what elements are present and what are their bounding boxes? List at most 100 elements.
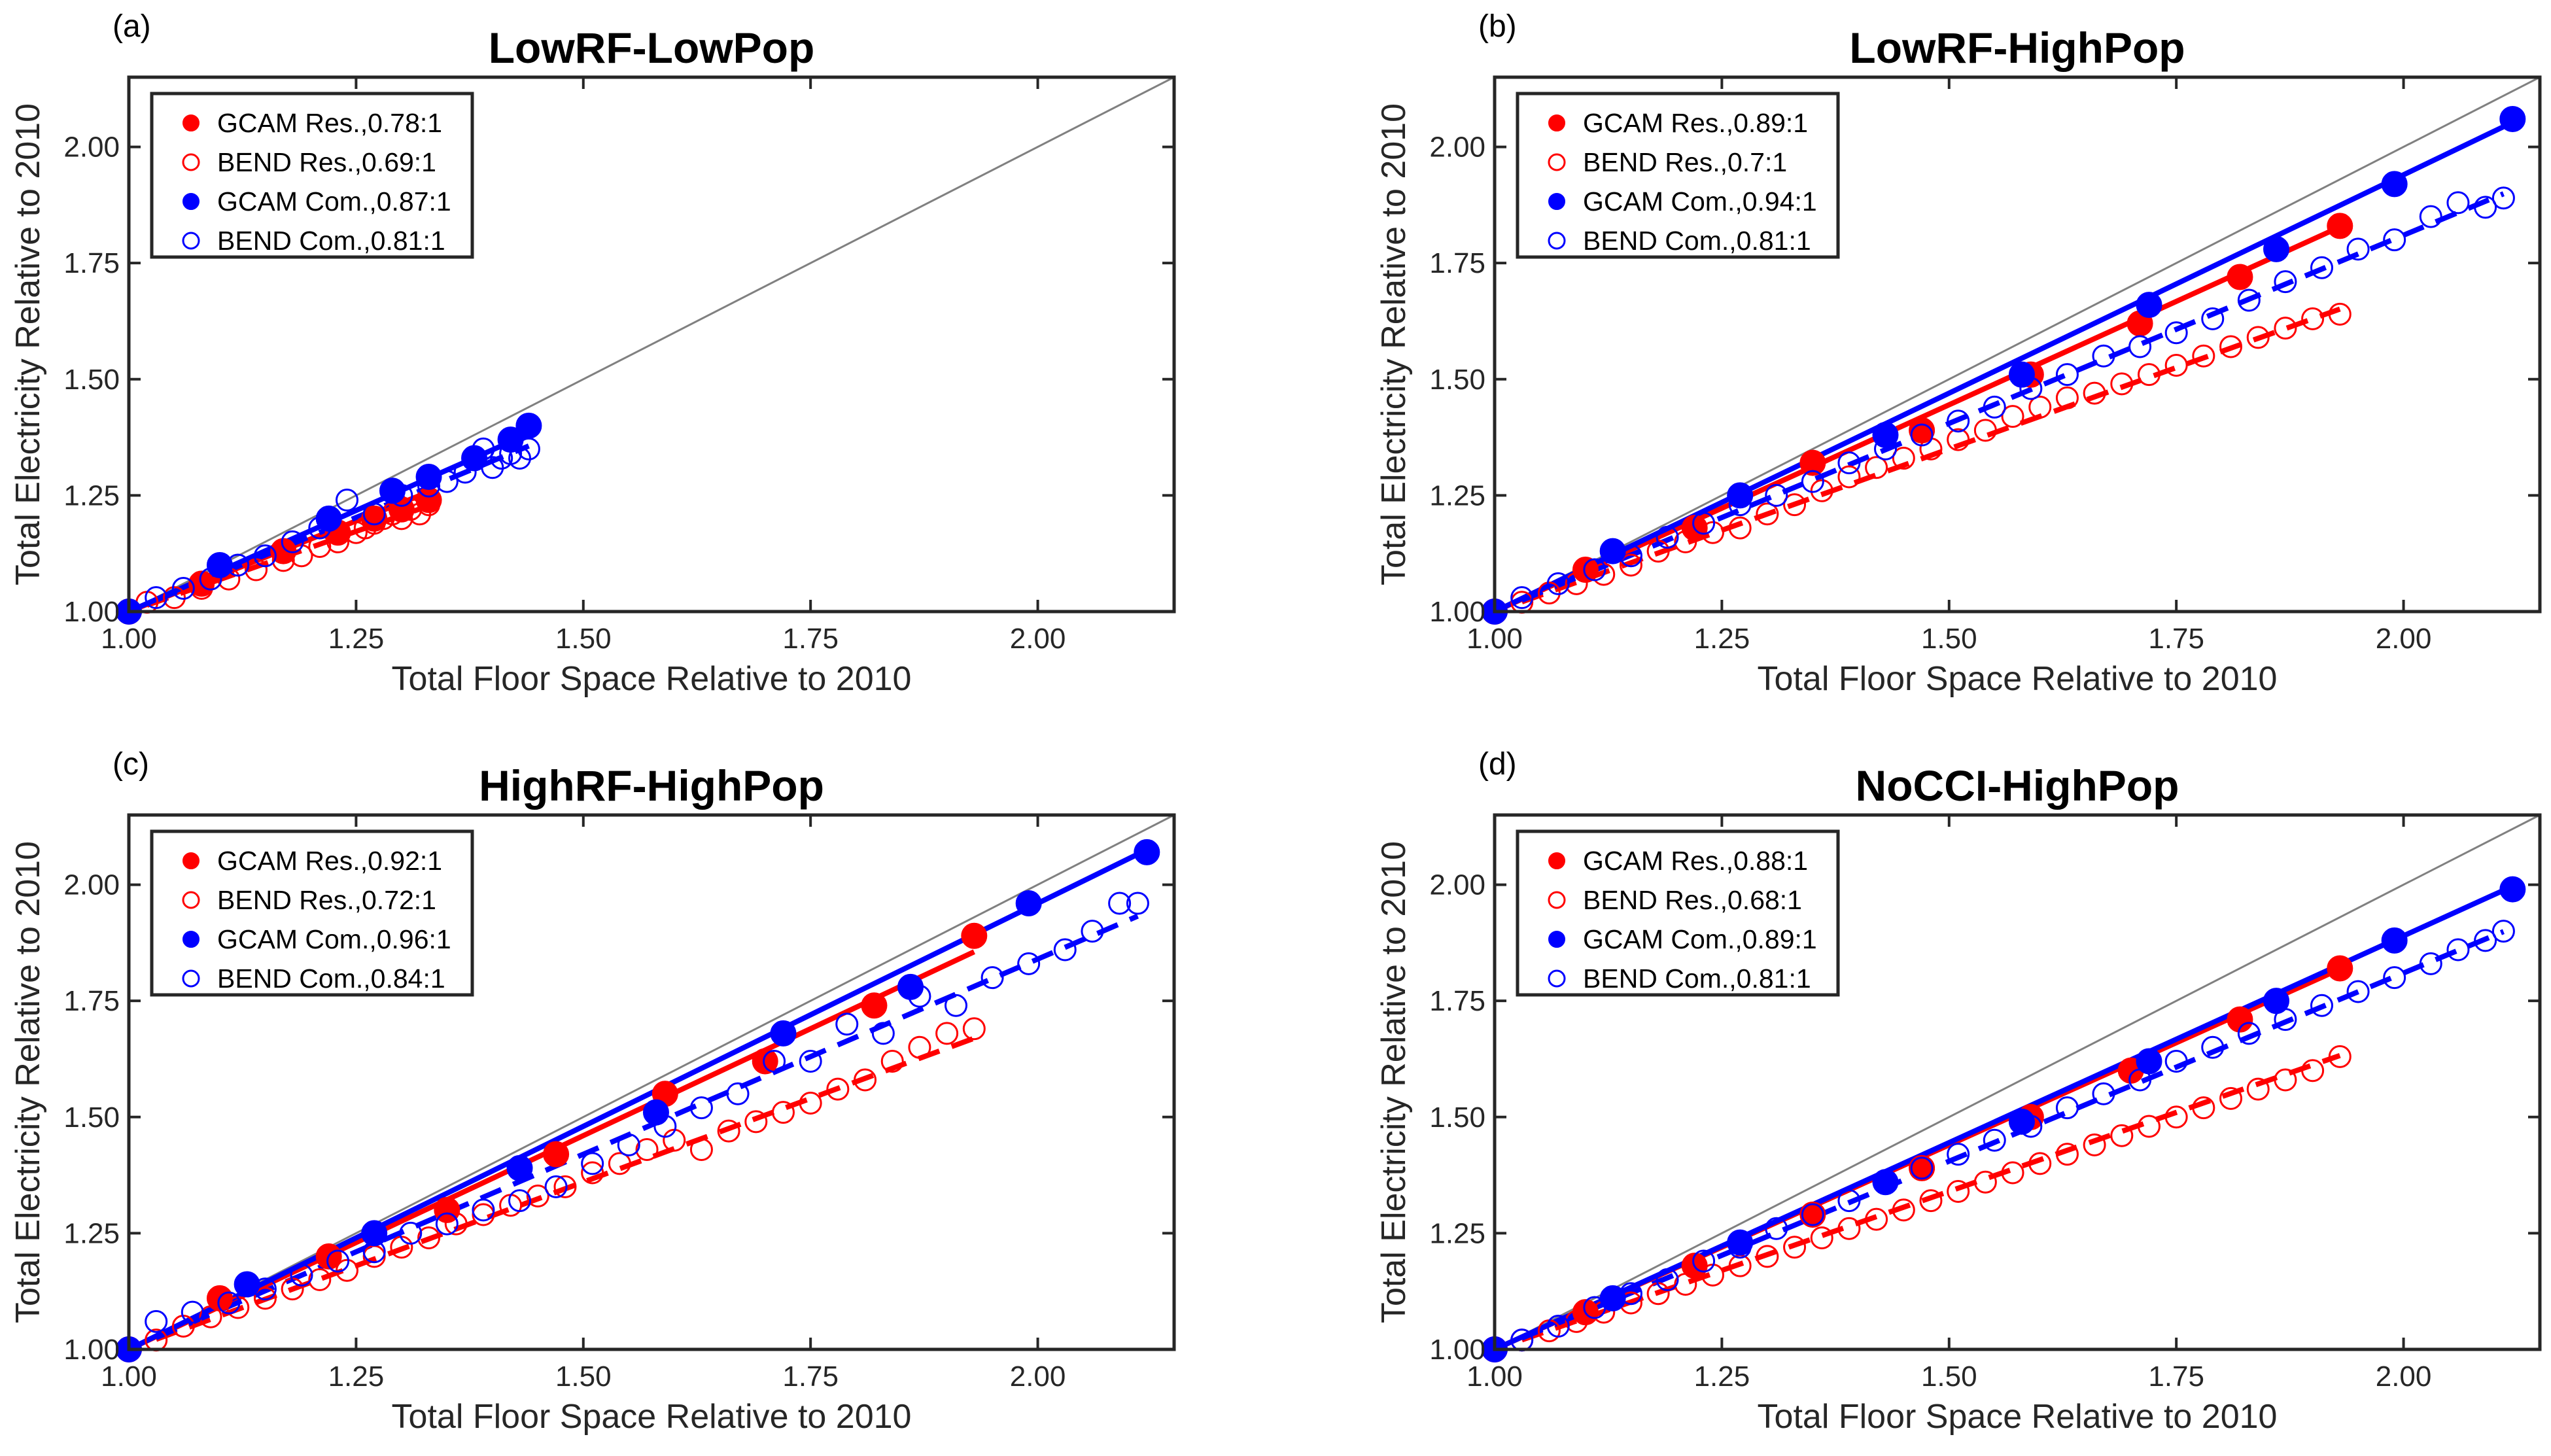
data-point — [642, 1099, 669, 1126]
data-point — [1801, 470, 1824, 493]
legend-marker-2 — [182, 931, 200, 948]
data-point — [553, 1175, 577, 1198]
data-point — [2328, 302, 2351, 326]
axes-box — [1493, 813, 2542, 1351]
x-tick-label: 1.50 — [555, 1361, 612, 1393]
data-point — [2128, 335, 2152, 358]
data-point — [2001, 405, 2024, 428]
x-tick-label: 1.50 — [1921, 1361, 1977, 1393]
data-point — [1919, 1189, 1943, 1213]
data-point — [799, 1091, 822, 1115]
data-point — [2474, 196, 2497, 219]
data-point — [390, 507, 413, 530]
one-to-one-line — [1494, 76, 2541, 613]
data-point — [1565, 572, 1588, 595]
data-point — [417, 474, 441, 498]
panel-label: (d) — [1478, 747, 1517, 782]
data-point — [444, 1212, 468, 1236]
fit-line-series-1 — [1521, 1052, 2341, 1343]
legend-entry-0: GCAM Res.,0.92:1 — [217, 846, 442, 876]
y-tick-label: 1.25 — [63, 479, 120, 511]
one-to-one-line — [1494, 814, 2541, 1351]
data-point — [2019, 377, 2043, 400]
data-point — [1656, 525, 1679, 549]
data-point — [2327, 955, 2353, 982]
data-point — [2419, 952, 2442, 975]
data-point — [543, 1141, 570, 1168]
data-point — [1947, 1179, 1970, 1203]
data-point — [2446, 938, 2470, 962]
data-point — [1837, 1189, 1861, 1213]
data-point — [2246, 326, 2270, 349]
data-point — [826, 1077, 850, 1101]
data-point — [1126, 892, 1149, 915]
legend-entry-2: GCAM Com.,0.87:1 — [217, 186, 451, 217]
data-point — [281, 530, 304, 553]
legend-box — [150, 829, 474, 997]
x-tick-label: 1.25 — [1694, 623, 1750, 655]
data-point — [2137, 363, 2161, 387]
data-point — [2001, 1161, 2024, 1185]
x-tick-label: 1.75 — [782, 623, 839, 655]
data-point — [2083, 1133, 2106, 1156]
data-point — [1874, 437, 1898, 460]
y-axis-label: Total Electricity Relative to 2010 — [9, 841, 47, 1323]
x-axis-label: Total Floor Space Relative to 2010 — [392, 1398, 912, 1436]
y-tick-label: 1.25 — [1429, 479, 1485, 511]
data-point — [617, 1133, 640, 1156]
legend-marker-3 — [1548, 232, 1566, 250]
y-tick-label: 2.00 — [1429, 131, 1485, 164]
data-point — [1909, 1154, 1935, 1181]
legend-entry-3: BEND Com.,0.81:1 — [217, 226, 445, 256]
data-point — [190, 576, 213, 600]
data-point — [2237, 1022, 2261, 1045]
y-tick-label: 1.00 — [63, 1334, 120, 1366]
data-point — [1783, 493, 1807, 517]
series-2-points — [116, 839, 1160, 1362]
data-point — [635, 1138, 659, 1162]
data-point — [1015, 890, 1042, 916]
data-point — [689, 1138, 713, 1162]
x-tick-label: 1.75 — [782, 1361, 839, 1393]
data-point — [854, 1068, 877, 1092]
data-point — [1973, 1170, 1997, 1194]
y-axis-label: Total Electricity Relative to 2010 — [1375, 841, 1413, 1323]
legend-marker-0 — [182, 114, 200, 131]
chart-panel-d: 1.00 1.25 1.50 1.75 2.00 1.00 1.25 1.50 1.75 2.00… — [1375, 747, 2542, 1436]
data-point — [253, 1287, 277, 1310]
data-point — [2491, 920, 2515, 943]
legend-marker-0 — [1548, 852, 1565, 869]
axes-box — [1493, 75, 2542, 614]
x-tick-label: 1.00 — [1466, 1361, 1523, 1393]
data-point — [1892, 1198, 1915, 1222]
data-point — [1701, 521, 1724, 544]
data-point — [308, 1268, 332, 1291]
data-point — [2192, 344, 2215, 368]
data-point — [417, 493, 441, 517]
data-point — [2028, 1152, 2052, 1175]
legend-entry-0: GCAM Res.,0.88:1 — [1583, 846, 1808, 876]
data-point — [506, 1154, 533, 1181]
data-point — [2346, 237, 2370, 261]
x-tick-label: 1.75 — [2148, 623, 2204, 655]
data-point — [1727, 482, 1754, 509]
data-point — [399, 1221, 423, 1245]
series-2-points — [1482, 105, 2526, 625]
legend-entry-1: BEND Res.,0.68:1 — [1583, 885, 1802, 915]
data-point — [2419, 205, 2442, 228]
legend-entry-3: BEND Com.,0.81:1 — [1583, 963, 1811, 994]
data-point — [508, 447, 532, 470]
data-point — [199, 1305, 222, 1328]
legend-box — [1516, 92, 1840, 259]
data-point — [1510, 586, 1534, 610]
data-point — [308, 535, 332, 559]
one-to-one-line — [128, 814, 1175, 1351]
data-point — [2008, 361, 2035, 388]
data-point — [1692, 1249, 1716, 1273]
chart-panel-b: 1.00 1.25 1.50 1.75 2.00 1.00 1.25 1.50 1.75 2.00… — [1375, 9, 2542, 698]
data-point — [1837, 451, 1861, 475]
data-point — [1537, 581, 1561, 605]
y-tick-label: 1.00 — [1429, 1334, 1485, 1366]
data-point — [1583, 1296, 1606, 1319]
axes-box — [127, 813, 1176, 1351]
